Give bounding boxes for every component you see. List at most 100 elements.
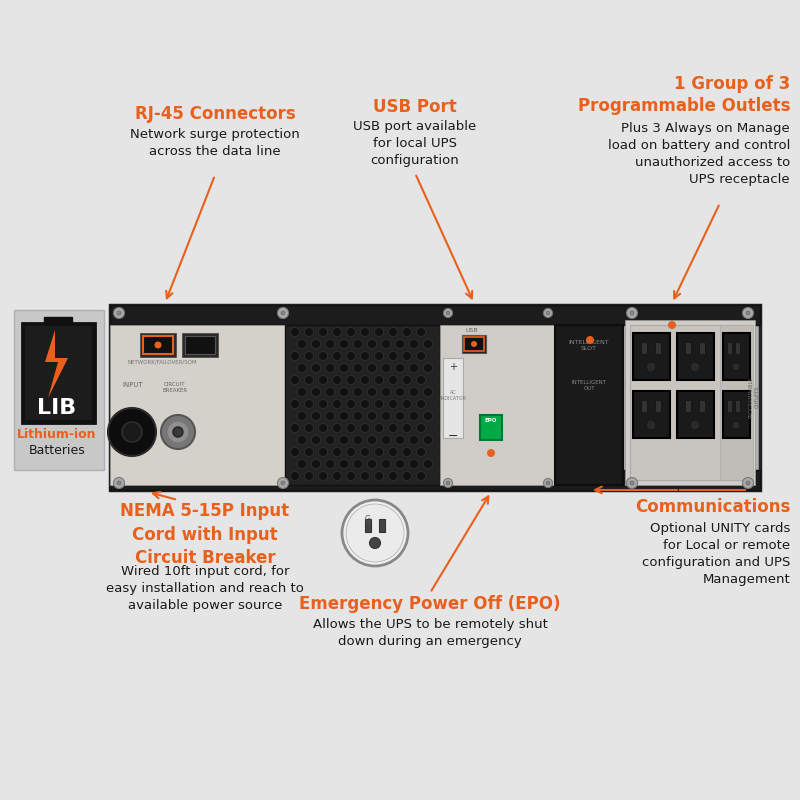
Bar <box>633 391 670 438</box>
Circle shape <box>290 375 299 385</box>
Circle shape <box>326 411 334 421</box>
Text: Allows the UPS to be remotely shut
down during an emergency: Allows the UPS to be remotely shut down … <box>313 618 547 648</box>
Circle shape <box>346 399 355 409</box>
Bar <box>677 391 714 438</box>
Circle shape <box>410 459 418 469</box>
Circle shape <box>546 481 550 485</box>
Circle shape <box>630 311 634 315</box>
Bar <box>633 333 670 380</box>
Circle shape <box>746 311 750 315</box>
Text: USB port available
for local UPS
configuration: USB port available for local UPS configu… <box>354 120 477 167</box>
Circle shape <box>117 481 121 485</box>
Circle shape <box>543 478 553 487</box>
Circle shape <box>354 363 362 373</box>
Circle shape <box>290 399 299 409</box>
Circle shape <box>311 435 321 445</box>
Text: Network surge protection
across the data line: Network surge protection across the data… <box>130 128 300 158</box>
Text: PROGRAMMABLE
OUTLETS: PROGRAMMABLE OUTLETS <box>749 376 759 418</box>
Circle shape <box>305 375 314 385</box>
Circle shape <box>543 309 553 318</box>
Circle shape <box>114 307 125 318</box>
Circle shape <box>417 423 426 433</box>
Circle shape <box>742 307 754 318</box>
Circle shape <box>298 363 306 373</box>
Circle shape <box>374 447 383 457</box>
Circle shape <box>367 411 377 421</box>
Circle shape <box>346 504 404 562</box>
Circle shape <box>402 327 411 337</box>
Text: Lithium-ion: Lithium-ion <box>18 428 97 441</box>
Circle shape <box>305 447 314 457</box>
Circle shape <box>354 459 362 469</box>
Circle shape <box>382 387 390 397</box>
Circle shape <box>446 311 450 314</box>
Circle shape <box>281 481 285 485</box>
Circle shape <box>311 411 321 421</box>
Circle shape <box>346 471 355 481</box>
Circle shape <box>402 471 411 481</box>
Circle shape <box>423 459 433 469</box>
Bar <box>735 400 740 412</box>
Circle shape <box>395 459 405 469</box>
Circle shape <box>354 339 362 349</box>
Circle shape <box>305 327 314 337</box>
Bar <box>630 325 748 480</box>
Bar <box>699 342 705 354</box>
Circle shape <box>361 327 370 337</box>
Circle shape <box>546 311 550 314</box>
Bar <box>182 333 218 357</box>
Circle shape <box>326 435 334 445</box>
Bar <box>641 400 647 412</box>
Text: NETWORK/FAILOVER/SOM: NETWORK/FAILOVER/SOM <box>127 360 197 365</box>
Circle shape <box>333 447 342 457</box>
Circle shape <box>311 363 321 373</box>
Circle shape <box>370 538 381 549</box>
Circle shape <box>311 387 321 397</box>
Text: Wired 10ft input cord, for
easy installation and reach to
available power source: Wired 10ft input cord, for easy installa… <box>106 565 304 612</box>
Circle shape <box>389 447 398 457</box>
Bar <box>462 335 486 353</box>
Circle shape <box>402 351 411 361</box>
Text: Emergency Power Off (EPO): Emergency Power Off (EPO) <box>299 595 561 613</box>
Circle shape <box>732 363 740 371</box>
Circle shape <box>311 339 321 349</box>
Text: INTELLIGENT
SLOT: INTELLIGENT SLOT <box>569 340 610 351</box>
Circle shape <box>318 327 327 337</box>
Circle shape <box>395 363 405 373</box>
Circle shape <box>305 399 314 409</box>
Circle shape <box>290 351 299 361</box>
Circle shape <box>278 307 289 318</box>
Circle shape <box>423 363 433 373</box>
Bar <box>140 333 176 357</box>
Circle shape <box>382 459 390 469</box>
Bar <box>677 333 714 380</box>
Circle shape <box>167 421 189 443</box>
Circle shape <box>281 311 285 315</box>
Circle shape <box>108 408 156 456</box>
Bar <box>723 333 750 380</box>
Bar <box>110 305 760 490</box>
Circle shape <box>374 399 383 409</box>
Circle shape <box>374 351 383 361</box>
Circle shape <box>389 471 398 481</box>
Circle shape <box>346 327 355 337</box>
Bar <box>555 325 623 485</box>
Circle shape <box>333 471 342 481</box>
Circle shape <box>154 342 162 349</box>
Circle shape <box>339 411 349 421</box>
Text: Communications: Communications <box>634 498 790 516</box>
Circle shape <box>423 339 433 349</box>
Circle shape <box>278 478 289 489</box>
Circle shape <box>668 321 676 329</box>
Circle shape <box>732 421 740 429</box>
Circle shape <box>374 423 383 433</box>
Circle shape <box>443 478 453 487</box>
Circle shape <box>367 339 377 349</box>
Circle shape <box>374 375 383 385</box>
Circle shape <box>402 447 411 457</box>
Bar <box>655 400 661 412</box>
Bar <box>480 415 502 440</box>
Bar <box>185 336 215 354</box>
Bar <box>379 519 385 532</box>
Bar <box>464 337 484 351</box>
